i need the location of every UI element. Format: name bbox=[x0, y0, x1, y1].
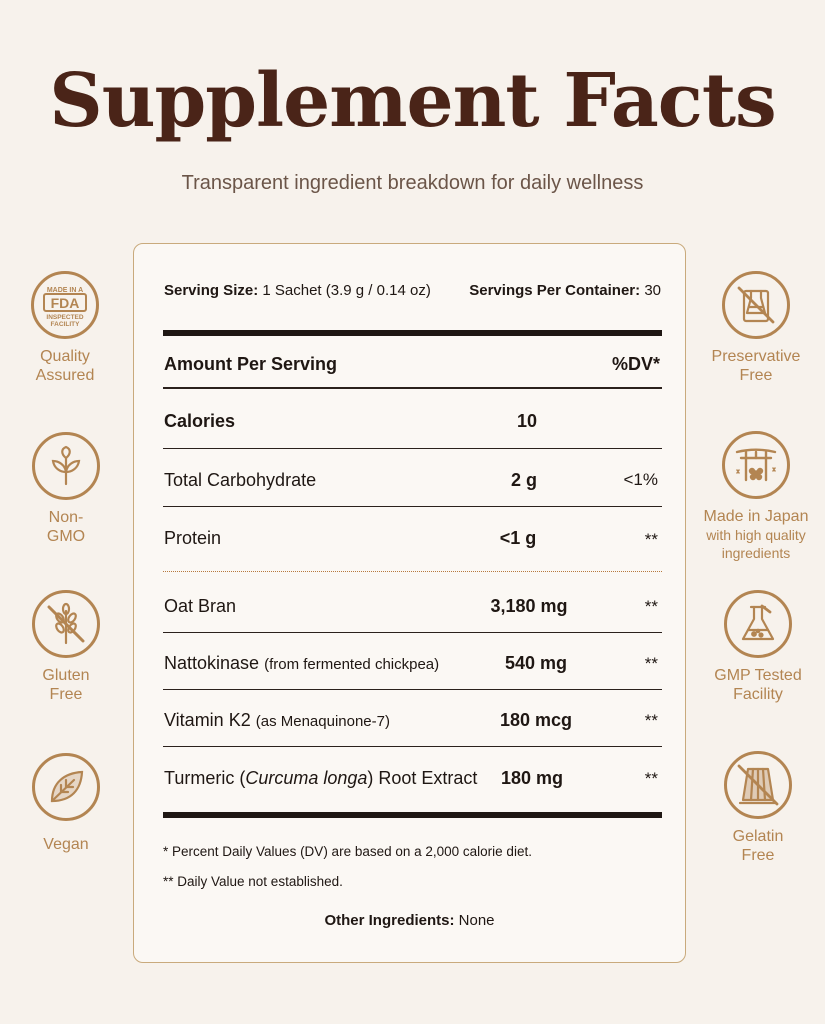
gelatin-crossed-icon bbox=[724, 751, 792, 819]
badge-label: Quality Assured bbox=[0, 347, 130, 385]
badge-label-line1: Vegan bbox=[43, 836, 89, 853]
row-vitamin-k2-amount: 180 mcg bbox=[499, 710, 573, 730]
badge-label-line2: Free bbox=[49, 686, 83, 703]
badge-label-line1: Made in Japan bbox=[703, 508, 809, 525]
divider bbox=[163, 448, 662, 449]
row-nattokinase-dv: ** bbox=[644, 654, 658, 673]
badge-label: Non- GMO bbox=[1, 508, 131, 546]
row-nattokinase-amount: 540 mg bbox=[504, 653, 568, 673]
row-turmeric-name: Turmeric (Curcuma longa) Root Extract bbox=[164, 768, 477, 789]
footnote-not-established: ** Daily Value not established. bbox=[163, 874, 343, 889]
badge-label-line2: GMO bbox=[46, 528, 86, 545]
badge-label-line2: Free bbox=[739, 367, 773, 384]
badge-label-line1: Preservative bbox=[711, 348, 801, 365]
row-protein-dv: ** bbox=[644, 530, 658, 549]
badge-label-line1: Quality bbox=[40, 348, 90, 365]
dv-header: %DV* bbox=[611, 354, 660, 374]
fda-badge-icon: MADE IN A FDA INSPECTED FACILITY bbox=[31, 271, 99, 339]
row-nattokinase-name: Nattokinase (from fermented chickpea) bbox=[164, 653, 439, 674]
turmeric-latin-name: Curcuma longa bbox=[245, 768, 368, 788]
lab-flask-icon bbox=[724, 590, 792, 658]
fda-emblem-line4: FACILITY bbox=[51, 321, 81, 328]
leaf-icon bbox=[32, 753, 100, 821]
serving-size-label: Serving Size: bbox=[164, 282, 259, 299]
nattokinase-note: (from fermented chickpea) bbox=[264, 656, 440, 673]
badge-vegan: Vegan bbox=[1, 753, 131, 854]
other-ingredients-value: None bbox=[458, 912, 495, 929]
row-turmeric-amount: 180 mg bbox=[500, 768, 564, 788]
badge-label-line1: GMP Tested bbox=[714, 667, 802, 684]
row-vitamin-k2-dv: ** bbox=[644, 711, 658, 730]
turmeric-suffix: ) Root Extract bbox=[367, 768, 478, 788]
wheat-crossed-icon bbox=[32, 590, 100, 658]
leaf-sprout-icon bbox=[32, 432, 100, 500]
flask-crossed-icon bbox=[722, 271, 790, 339]
vitamin-k2-label: Vitamin K2 bbox=[164, 710, 251, 730]
badge-label-line1: Gelatin bbox=[732, 828, 784, 845]
badge-quality-assured: MADE IN A FDA INSPECTED FACILITY Quality… bbox=[0, 271, 130, 385]
row-carbohydrate-name: Total Carbohydrate bbox=[164, 470, 317, 490]
badge-label: Vegan bbox=[1, 835, 131, 854]
servings-label: Servings Per Container: bbox=[469, 282, 641, 299]
badge-label: Preservative Free bbox=[691, 347, 821, 385]
divider bbox=[163, 387, 662, 389]
row-turmeric-dv: ** bbox=[644, 769, 658, 788]
row-oat-bran-dv: ** bbox=[644, 597, 658, 616]
badge-non-gmo: Non- GMO bbox=[1, 432, 131, 546]
badge-gmp-tested: GMP Tested Facility bbox=[693, 590, 823, 704]
fda-emblem-line3: INSPECTED bbox=[46, 314, 84, 321]
amount-per-serving-header: Amount Per Serving bbox=[164, 354, 338, 374]
badge-label-line1: Gluten bbox=[42, 667, 90, 684]
row-calories-amount: 10 bbox=[516, 411, 538, 431]
divider bbox=[163, 746, 662, 747]
row-vitamin-k2-name: Vitamin K2 (as Menaquinone-7) bbox=[164, 710, 390, 731]
serving-size: Serving Size: 1 Sachet (3.9 g / 0.14 oz) bbox=[164, 282, 431, 299]
row-oat-bran-name: Oat Bran bbox=[164, 596, 237, 616]
badge-preservative-free: Preservative Free bbox=[691, 271, 821, 385]
badge-label-line2: Assured bbox=[35, 367, 95, 384]
divider bbox=[163, 689, 662, 690]
badge-gluten-free: Gluten Free bbox=[1, 590, 131, 704]
badge-label-line2: with high quality bbox=[706, 527, 806, 543]
badge-made-in-japan: Made in Japan with high quality ingredie… bbox=[691, 431, 821, 562]
badge-label: GMP Tested Facility bbox=[693, 666, 823, 704]
row-calories-name: Calories bbox=[164, 411, 236, 431]
nattokinase-label: Nattokinase bbox=[164, 653, 260, 673]
row-protein-amount: <1 g bbox=[499, 528, 537, 548]
page-title: Supplement Facts bbox=[49, 58, 776, 144]
divider-thick bbox=[163, 812, 662, 818]
divider bbox=[163, 632, 662, 633]
badge-label-line2: Facility bbox=[733, 686, 783, 703]
serving-size-value: 1 Sachet (3.9 g / 0.14 oz) bbox=[262, 282, 431, 299]
badge-label: Made in Japan with high quality ingredie… bbox=[691, 507, 821, 562]
footnote-dv: * Percent Daily Values (DV) are based on… bbox=[163, 844, 532, 859]
other-ingredients-label: Other Ingredients: bbox=[324, 912, 455, 929]
divider bbox=[163, 506, 662, 507]
row-protein-name: Protein bbox=[164, 528, 222, 548]
torii-gate-icon bbox=[722, 431, 790, 499]
badge-label-line1: Non- bbox=[48, 509, 84, 526]
divider-thick bbox=[163, 330, 662, 336]
vitamin-k2-note: (as Menaquinone-7) bbox=[255, 713, 390, 730]
row-carbohydrate-dv: <1% bbox=[623, 470, 659, 489]
badge-label-line2: Free bbox=[741, 847, 775, 864]
row-oat-bran-amount: 3,180 mg bbox=[490, 596, 568, 616]
servings-value: 30 bbox=[644, 282, 661, 299]
badge-label: Gelatin Free bbox=[693, 827, 823, 865]
badge-gelatin-free: Gelatin Free bbox=[693, 751, 823, 865]
fda-emblem-line1: MADE IN A bbox=[47, 287, 83, 294]
row-carbohydrate-amount: 2 g bbox=[510, 470, 537, 490]
supplement-facts-panel bbox=[133, 243, 686, 963]
other-ingredients: Other Ingredients: None bbox=[133, 912, 686, 929]
servings-per-container: Servings Per Container: 30 bbox=[469, 282, 661, 299]
page-subtitle: Transparent ingredient breakdown for dai… bbox=[181, 172, 644, 194]
fda-emblem-line2: FDA bbox=[51, 295, 80, 311]
badge-label: Gluten Free bbox=[1, 666, 131, 704]
dotted-divider bbox=[163, 571, 662, 572]
badge-label-line3: ingredients bbox=[721, 545, 791, 561]
turmeric-label: Turmeric ( bbox=[164, 768, 246, 788]
